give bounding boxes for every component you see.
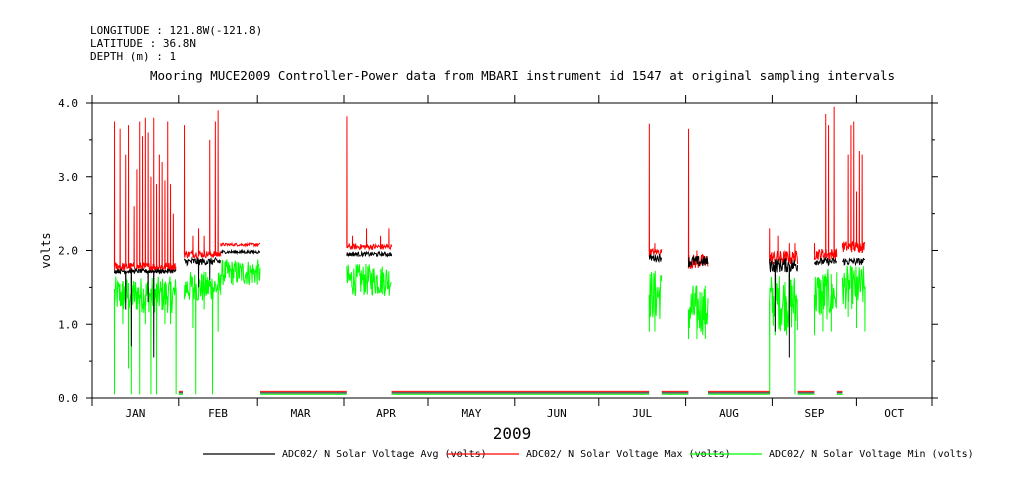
x-month-label: MAR	[291, 407, 311, 420]
series-min	[113, 259, 866, 395]
x-month-label: AUG	[719, 407, 739, 420]
series-line	[841, 121, 866, 254]
y-axis-label: volts	[39, 232, 53, 268]
x-month-label: OCT	[884, 407, 904, 420]
series-line	[687, 255, 709, 268]
x-month-label: JAN	[125, 407, 145, 420]
series-line	[648, 253, 663, 264]
legend-label: ADC02/ N Solar Voltage Avg (volts)	[282, 449, 487, 460]
series-line	[842, 257, 866, 267]
legend-item: ADC02/ N Solar Voltage Max (volts)	[447, 449, 731, 460]
series-line	[220, 248, 261, 256]
series-line	[220, 259, 261, 286]
legend-label: ADC02/ N Solar Voltage Min (volts)	[769, 449, 974, 460]
y-tick-label: 1.0	[58, 318, 78, 331]
series-line	[769, 258, 799, 358]
y-tick-label: 3.0	[58, 171, 78, 184]
series-line	[346, 263, 392, 297]
series-line	[346, 250, 393, 258]
x-month-label: JUL	[632, 407, 652, 420]
x-month-label: MAY	[461, 407, 481, 420]
y-tick-label: 4.0	[58, 97, 78, 110]
series-line	[113, 276, 177, 395]
series-line	[183, 271, 222, 395]
series-line	[183, 110, 222, 259]
mooring-metadata: LONGITUDE : 121.8W(-121.8) LATITUDE : 36…	[90, 24, 262, 63]
series-line	[183, 256, 222, 288]
series-line	[841, 265, 866, 332]
series-line	[813, 269, 838, 336]
series-avg	[113, 248, 866, 394]
y-tick-label: 0.0	[58, 392, 78, 405]
series-line	[648, 123, 663, 256]
depth-text: DEPTH (m) : 1	[90, 50, 177, 63]
series-line	[346, 116, 393, 252]
longitude-text: LONGITUDE : 121.8W(-121.8)	[90, 24, 263, 37]
y-tick-label: 2.0	[58, 245, 78, 258]
series-line	[813, 106, 838, 261]
series-line	[687, 285, 709, 340]
series-line	[769, 228, 799, 265]
series-line	[220, 241, 261, 248]
x-axis-label: 2009	[493, 424, 532, 443]
series-line	[687, 128, 709, 270]
chart-title: Mooring MUCE2009 Controller-Power data f…	[150, 68, 896, 83]
x-month-label: SEP	[804, 407, 824, 420]
x-month-label: FEB	[208, 407, 228, 420]
series-line	[813, 256, 838, 267]
x-month-label: JUN	[547, 407, 567, 420]
series-line	[113, 117, 177, 272]
legend-label: ADC02/ N Solar Voltage Max (volts)	[526, 449, 731, 460]
latitude-text: LATITUDE : 36.8N	[90, 37, 196, 50]
series-line	[648, 270, 663, 332]
series-line	[113, 267, 177, 358]
series-line	[769, 273, 799, 395]
legend-item: ADC02/ N Solar Voltage Min (volts)	[690, 449, 974, 460]
x-month-label: APR	[376, 407, 396, 420]
series-max	[113, 106, 866, 392]
legend-item: ADC02/ N Solar Voltage Avg (volts)	[203, 449, 487, 460]
